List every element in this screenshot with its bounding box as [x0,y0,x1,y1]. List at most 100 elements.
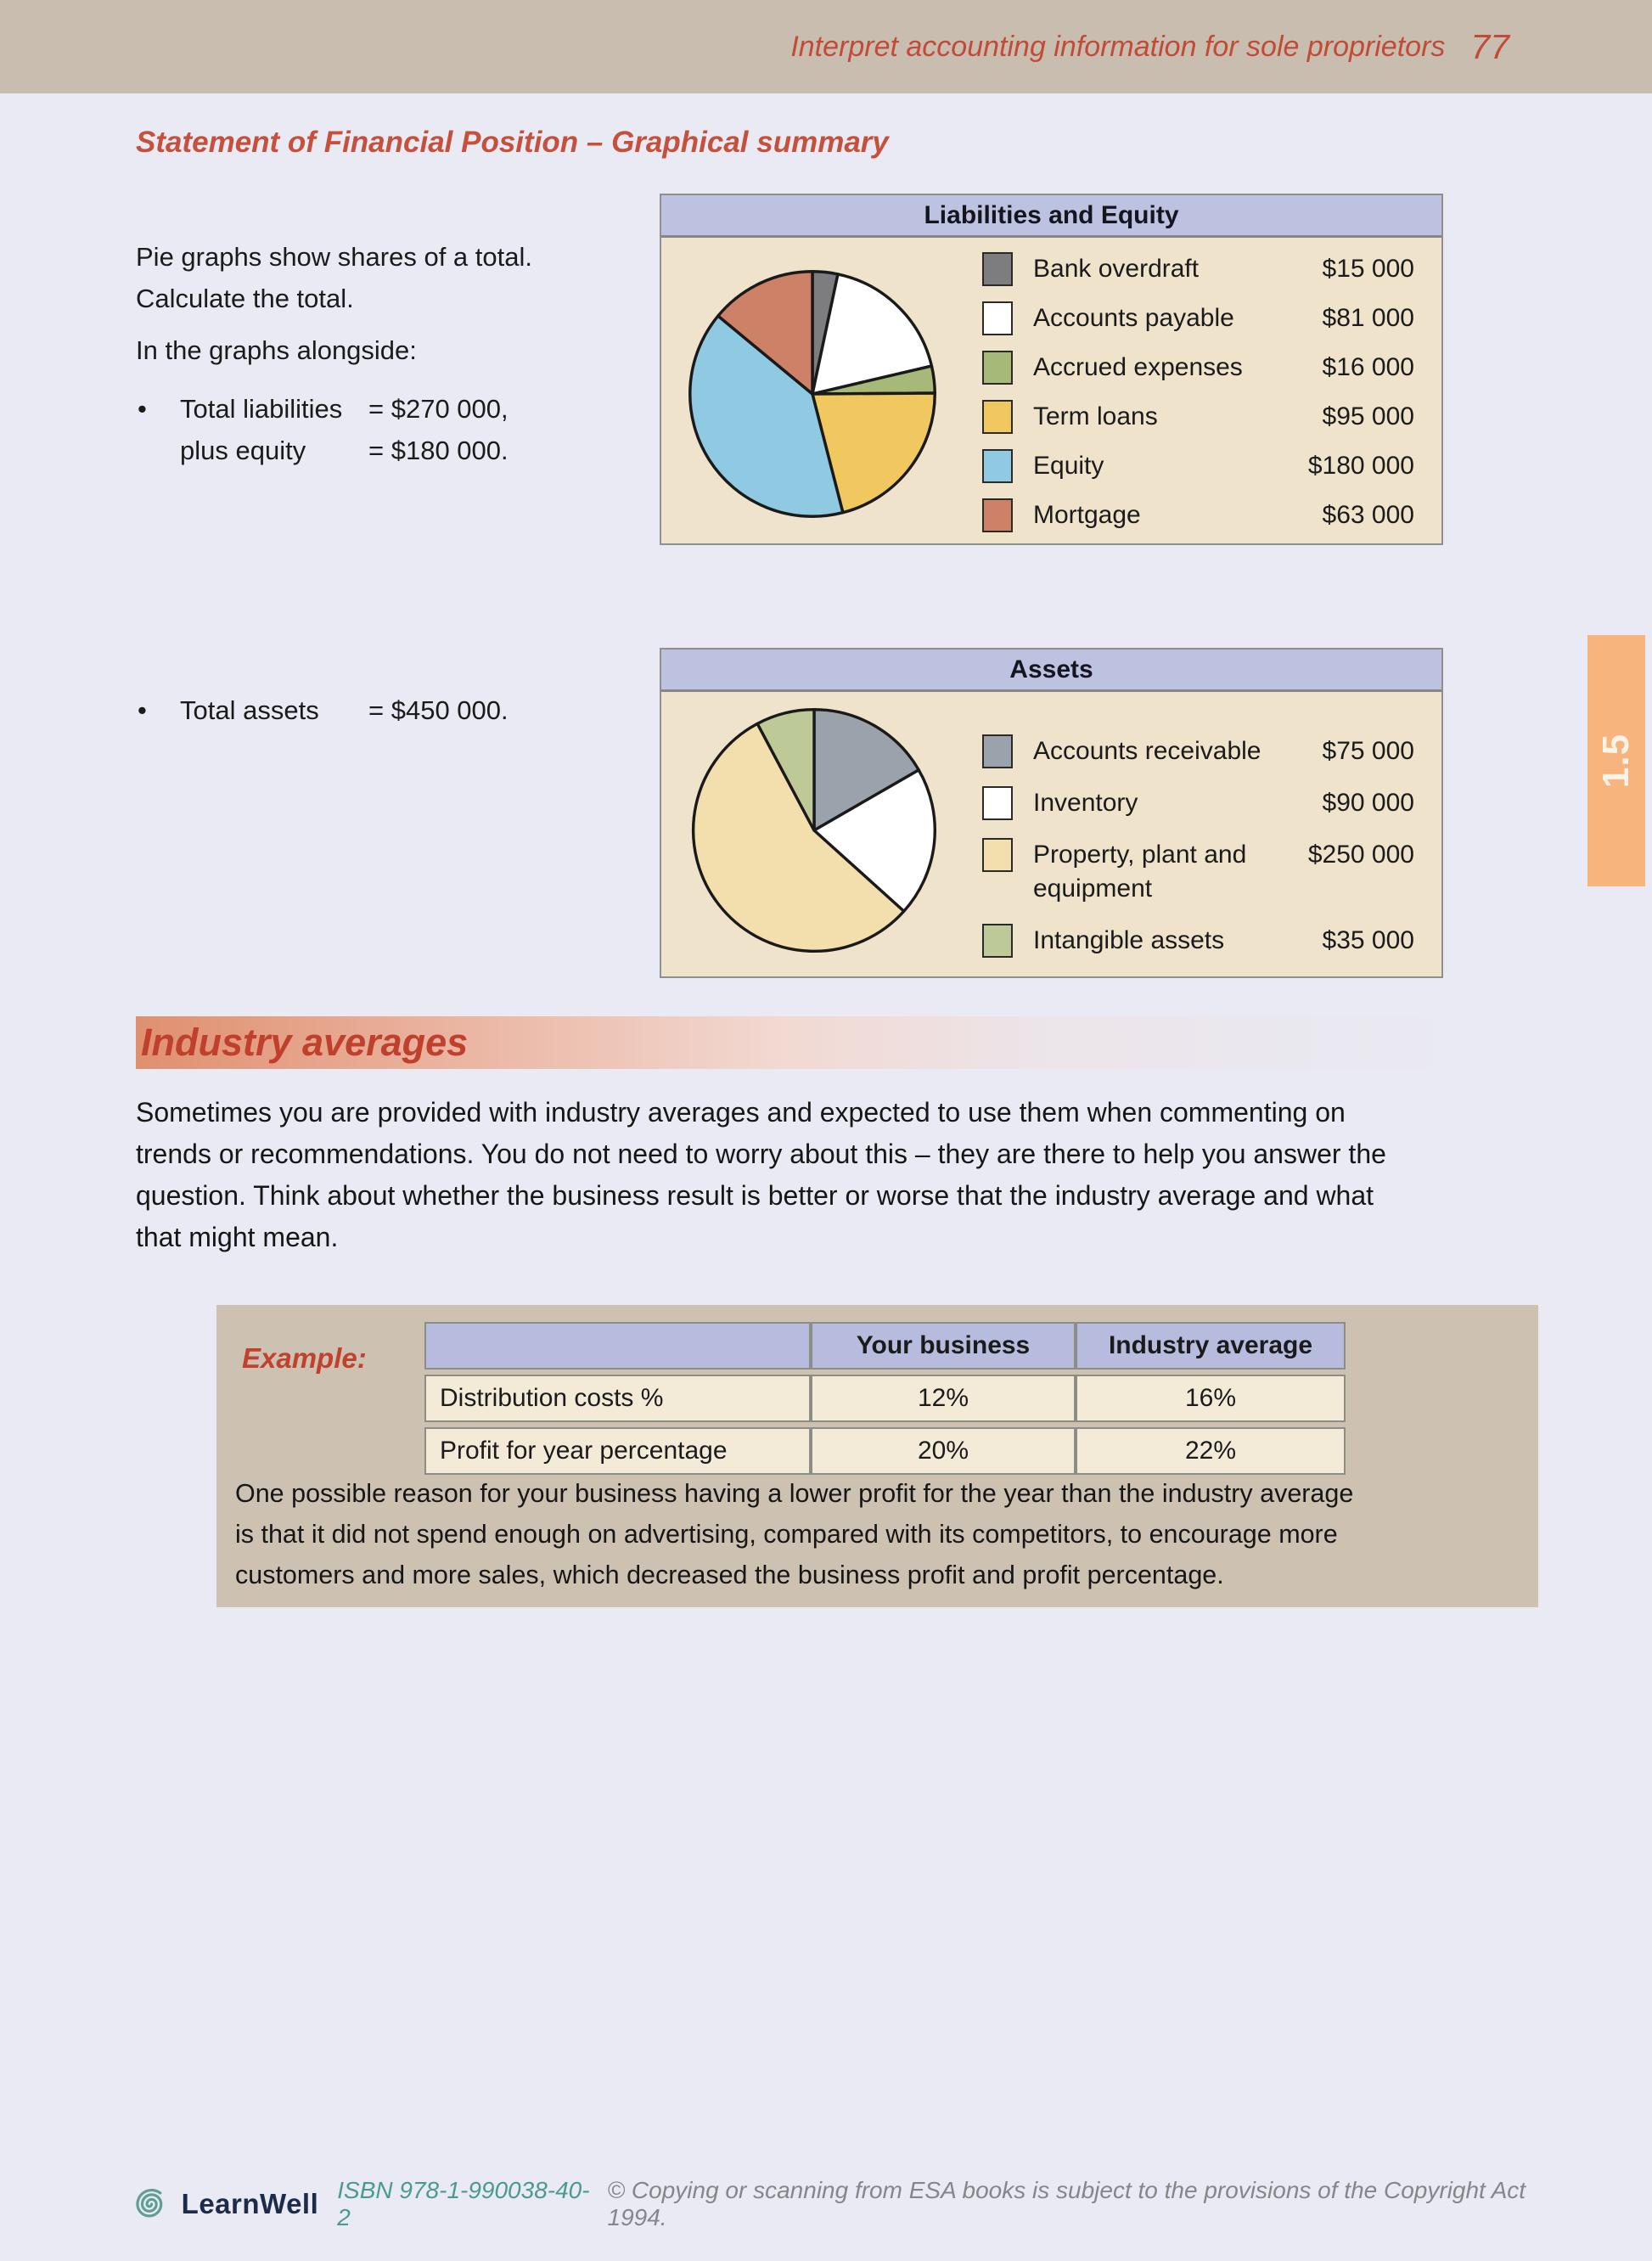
legend-label: Term loans [1033,402,1158,430]
table-header-cell: Industry average [1076,1322,1346,1370]
legend-swatch [982,449,1013,483]
bullet-label: Total assets [180,695,319,725]
chart-body: Accounts receivable $75 000 Inventory $90 0… [661,692,1441,974]
bullet-row: • Total assets = $450 000. [138,689,509,731]
example-box: Example: Your business Industry average … [216,1305,1538,1607]
table-cell: Profit for year percentage [424,1427,811,1475]
example-note: One possible reason for your business ha… [235,1479,1354,1589]
chart-body: Bank overdraft $15 000 Accounts payable $81… [661,238,1441,541]
pie-slice [811,391,936,515]
table-row: Profit for year percentage 20% 22% [424,1427,1346,1475]
legend-swatch [982,400,1013,434]
legend-label: Equity [1033,452,1104,480]
bullet-label: Total liabilities [180,394,343,424]
table-header-cell: Your business [811,1322,1076,1370]
assets-chart-box: Assets Accounts receivable $75 000 Invento… [660,648,1443,978]
legend-label: Intangible assets [1033,926,1225,954]
pie-slice [812,768,936,913]
legend-row: Property, plant and equipment $250 000 [982,838,1414,906]
legend-swatch [982,924,1013,958]
legend-row: Bank overdraft $15 000 [982,252,1414,286]
legend-label: Accrued expenses [1033,353,1243,381]
legend-value: $250 000 [1307,841,1414,869]
table-cell: 20% [811,1427,1076,1475]
legend-row: Term loans $95 000 [982,400,1414,434]
legend-value: $75 000 [1322,737,1414,765]
intro-text: Pie graphs show shares of a total. Calcu… [136,242,532,313]
legend-swatch [982,301,1013,335]
legend-row: Mortgage $63 000 [982,498,1414,532]
pie-slice [756,707,816,832]
legend-swatch [982,734,1013,768]
page-number: 77 [1470,26,1509,66]
legend-swatch [982,786,1013,820]
bullet-label: plus equity [180,436,306,465]
bullet-value: = $270 000, [368,394,509,424]
table-header-row: Your business Industry average [424,1322,1346,1370]
learnwell-spiral-logo-icon [136,2188,163,2218]
legend-row: Intangible assets $35 000 [982,924,1414,958]
legend-swatch [982,252,1013,286]
chapter-side-tab: 1.5 [1587,635,1645,886]
page-footer: LearnWell ISBN 978-1-990038-40-2 © Copyi… [126,2177,1552,2230]
legend-label: Inventory [1033,789,1138,817]
bullet-total-liabilities: • Total liabilities = $270 000, plus equ… [138,388,509,471]
pie-slice [716,270,814,396]
chart-legend: Bank overdraft $15 000 Accounts payable $81… [982,252,1414,548]
section-heading: Statement of Financial Position – Graphi… [136,126,889,159]
legend-swatch [982,351,1013,385]
legend-row: Accounts payable $81 000 [982,301,1414,335]
legend-label: Accounts receivable [1033,737,1261,765]
legend-value: $180 000 [1307,452,1414,480]
legend-value: $16 000 [1322,353,1414,381]
pie-slice [692,722,906,953]
pie-slice [688,314,845,518]
bullet-glyph: • [138,394,147,424]
bullet-total-assets: • Total assets = $450 000. [138,689,509,731]
legend-swatch [982,838,1013,872]
legend-row: Equity $180 000 [982,449,1414,483]
running-head: Interpret accounting information for sol… [790,30,1446,63]
legend-value: $81 000 [1322,304,1414,332]
chart-title: Assets [661,650,1441,692]
legend-label: Property, plant and equipment [1033,841,1247,903]
chart-legend: Accounts receivable $75 000 Inventory $90 0… [982,734,1414,976]
chart-title: Liabilities and Equity [661,195,1441,238]
table-header-cell [424,1322,811,1370]
liabilities-equity-pie-chart [688,270,936,518]
legend-label: Accounts payable [1033,304,1234,332]
liabilities-equity-chart-box: Liabilities and Equity Bank overdraft $15… [660,194,1443,545]
page-header-band: Interpret accounting information for sol… [0,0,1652,93]
industry-paragraph: Sometimes you are provided with industry… [136,1097,1386,1252]
chapter-number: 1.5 [1594,733,1637,789]
bullet-row: plus equity = $180 000. [138,430,509,471]
assets-pie-chart [692,707,936,953]
example-table: Your business Industry average Distribut… [424,1317,1346,1480]
table-cell: 16% [1076,1375,1346,1422]
industry-averages-band: Industry averages [136,1016,1484,1069]
legend-row: Inventory $90 000 [982,786,1414,820]
table-cell: 12% [811,1375,1076,1422]
legend-row: Accrued expenses $16 000 [982,351,1414,385]
legend-swatch [982,498,1013,532]
isbn-text: ISBN 978-1-990038-40-2 [337,2177,590,2230]
industry-averages-heading: Industry averages [141,1021,469,1064]
table-cell: Distribution costs % [424,1375,811,1422]
legend-value: $35 000 [1322,926,1414,954]
legend-label: Mortgage [1033,501,1141,529]
bullet-value: = $180 000. [368,436,509,465]
copyright-text: © Copying or scanning from ESA books is … [607,2177,1526,2230]
legend-label: Bank overdraft [1033,255,1200,283]
bullet-value: = $450 000. [368,695,509,725]
alongside-text: In the graphs alongside: [136,335,417,365]
table-cell: 22% [1076,1427,1346,1475]
table-row: Distribution costs % 12% 16% [424,1375,1346,1422]
legend-value: $90 000 [1322,789,1414,817]
bullet-row: • Total liabilities = $270 000, [138,388,509,430]
legend-row: Accounts receivable $75 000 [982,734,1414,768]
legend-value: $15 000 [1322,255,1414,283]
legend-value: $95 000 [1322,402,1414,430]
brand-name: LearnWell [181,2188,319,2219]
pie-slice [812,707,920,832]
